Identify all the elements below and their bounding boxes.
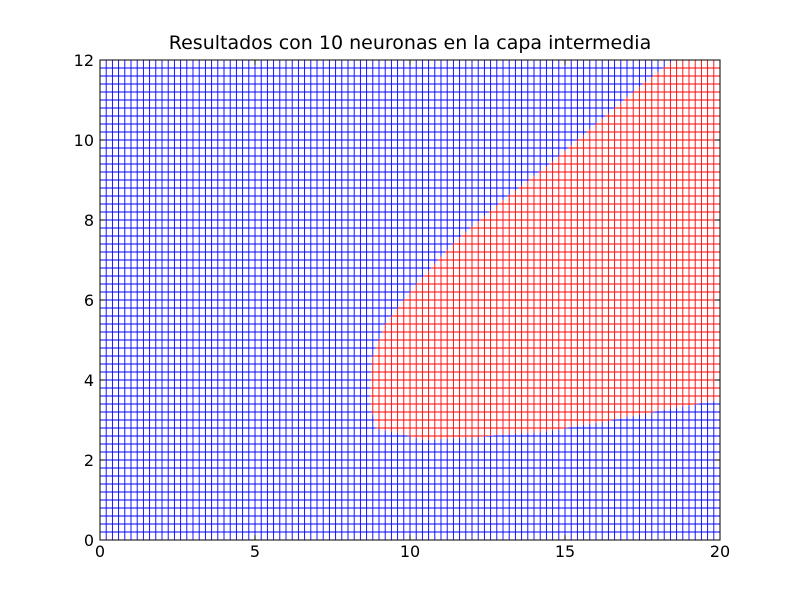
chart-title: Resultados con 10 neuronas en la capa in… (169, 32, 651, 54)
x-tick-label-5: 5 (250, 542, 260, 561)
x-tick-label-0: 0 (95, 542, 105, 561)
y-tick-label-12: 12 (74, 51, 94, 70)
y-tick-label-0: 0 (84, 531, 94, 550)
axes: 0 5 10 15 20 0 2 4 6 8 10 12 (74, 51, 731, 561)
y-tick-label-6: 6 (84, 291, 94, 310)
y-tick-label-10: 10 (74, 131, 94, 150)
y-tick-label-8: 8 (84, 211, 94, 230)
red-class-region-background (369, 60, 720, 440)
x-tick-label-20: 20 (710, 542, 730, 561)
x-tick-label-10: 10 (400, 542, 420, 561)
y-tick-label-4: 4 (84, 371, 94, 390)
x-tick-label-15: 15 (555, 542, 575, 561)
y-tick-label-2: 2 (84, 451, 94, 470)
plot-area (99, 59, 721, 541)
